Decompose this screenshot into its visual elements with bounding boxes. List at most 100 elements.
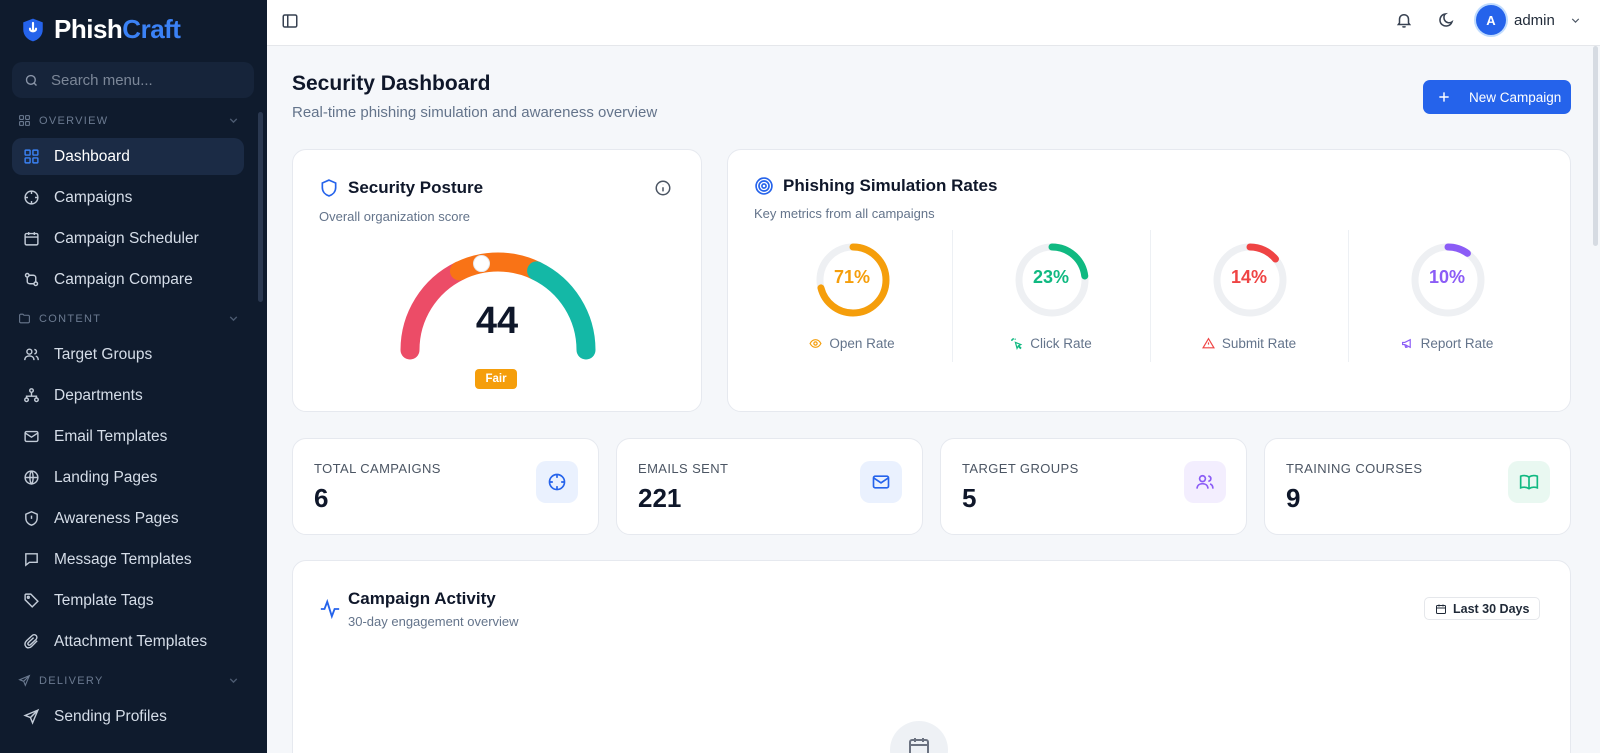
sidebar-item-label: Campaign Scheduler <box>54 229 199 247</box>
phishcraft-logo-icon <box>23 18 43 41</box>
gauge-segment-fair <box>449 252 547 281</box>
sidebar-item-template-tags[interactable]: Template Tags <box>12 582 244 619</box>
mail-icon <box>872 475 890 489</box>
date-range-selector[interactable]: Last 30 Days <box>1424 597 1541 620</box>
sidebar-item-email-templates[interactable]: Email Templates <box>12 418 244 455</box>
ring-progress <box>1015 243 1089 317</box>
topbar: A admin <box>267 0 1600 46</box>
sidebar-item-label: Campaign Compare <box>54 270 193 288</box>
date-range-label: Last 30 Days <box>1453 601 1530 616</box>
sidebar-item-label: Landing Pages <box>54 468 158 486</box>
chevron-down-icon <box>229 316 238 322</box>
stat-value: 221 <box>638 483 682 513</box>
moon-icon[interactable] <box>1437 11 1455 29</box>
report-rate-label-row: Report Rate <box>1348 336 1546 351</box>
sidebar-toggle-icon[interactable] <box>281 12 299 30</box>
new-campaign-button[interactable]: New Campaign <box>1423 80 1571 114</box>
sidebar-item-attachment-templates[interactable]: Attachment Templates <box>12 623 244 660</box>
chevron-down-icon <box>229 678 238 684</box>
crosshair-icon <box>548 473 566 491</box>
security-score: 44 <box>475 300 519 342</box>
mail-icon <box>24 430 39 443</box>
paperclip-icon <box>24 633 38 649</box>
sidebar-item-label: Dashboard <box>54 147 130 165</box>
page-scrollbar[interactable] <box>1593 46 1598 246</box>
section-overview[interactable]: OVERVIEW <box>18 114 240 127</box>
sidebar-scrollbar[interactable] <box>258 112 263 302</box>
click-rate-metric: 23% Click Rate <box>952 242 1150 380</box>
sidebar-item-campaign-compare[interactable]: Campaign Compare <box>12 261 244 298</box>
ring-progress <box>816 243 890 317</box>
section-label: DELIVERY <box>39 674 104 687</box>
sidebar-item-label: Campaigns <box>54 188 133 206</box>
sidebar-item-label: Attachment Templates <box>54 632 208 650</box>
brand[interactable]: PhishCraft <box>20 14 181 45</box>
pointer-click-icon <box>1011 338 1023 350</box>
sidebar-item-label: Message Templates <box>54 550 192 568</box>
sidebar-item-sending-profiles[interactable]: Sending Profiles <box>12 698 244 735</box>
ring-progress <box>1213 243 1287 317</box>
activity-title: Campaign Activity <box>348 589 496 608</box>
user-menu[interactable]: A admin <box>1476 5 1582 35</box>
sidebar-item-label: Email Templates <box>54 427 168 445</box>
new-campaign-label: New Campaign <box>1469 89 1562 105</box>
sidebar-item-dashboard[interactable]: Dashboard <box>12 138 244 175</box>
calendar-icon <box>24 232 39 246</box>
report-rate-ring <box>1411 243 1485 317</box>
gauge-segment-poor <box>400 261 469 360</box>
stat-label: TARGET GROUPS <box>962 461 1079 476</box>
sidebar-search[interactable] <box>12 62 254 98</box>
stat-card-total-campaigns[interactable]: TOTAL CAMPAIGNS 6 <box>292 438 599 535</box>
username: admin <box>1514 11 1555 29</box>
security-posture-card: Security Posture Overall organization sc… <box>292 149 702 412</box>
activity-icon <box>320 598 340 620</box>
ring-progress <box>1411 243 1485 317</box>
sidebar-item-landing-pages[interactable]: Landing Pages <box>12 459 244 496</box>
bell-icon[interactable] <box>1395 11 1413 29</box>
sidebar-item-target-groups[interactable]: Target Groups <box>12 336 244 373</box>
click-rate-ring <box>1015 243 1089 317</box>
sidebar-item-label: Template Tags <box>54 591 154 609</box>
sidebar-item-awareness-pages[interactable]: Awareness Pages <box>12 500 244 537</box>
submit-rate-value: 14% <box>1230 267 1268 287</box>
hierarchy-icon <box>24 388 39 403</box>
globe-icon <box>24 470 39 485</box>
stat-card-training-courses[interactable]: TRAINING COURSES 9 <box>1264 438 1571 535</box>
avatar[interactable]: A <box>1476 5 1506 35</box>
sidebar-item-label: Target Groups <box>54 345 153 363</box>
stat-icon-box <box>860 461 902 503</box>
sidebar-item-campaign-scheduler[interactable]: Campaign Scheduler <box>12 220 244 257</box>
megaphone-icon <box>1401 338 1411 349</box>
gauge-marker <box>473 255 491 273</box>
empty-state-icon-box <box>890 721 948 753</box>
stat-card-emails-sent[interactable]: EMAILS SENT 221 <box>616 438 923 535</box>
divider <box>952 230 953 362</box>
sidebar-item-departments[interactable]: Departments <box>12 377 244 414</box>
crosshair-icon <box>24 190 39 205</box>
book-open-icon <box>1519 474 1539 490</box>
sidebar-item-message-templates[interactable]: Message Templates <box>12 541 244 578</box>
sidebar-item-campaigns[interactable]: Campaigns <box>12 179 244 216</box>
send-icon <box>18 674 31 687</box>
section-delivery[interactable]: DELIVERY <box>18 674 240 687</box>
stat-value: 5 <box>962 483 977 513</box>
alert-triangle-icon <box>1201 337 1215 349</box>
info-icon[interactable] <box>654 179 672 197</box>
brand-name-accent: Craft <box>122 14 181 44</box>
eye-icon <box>809 339 822 348</box>
stat-value: 6 <box>314 483 329 513</box>
sidebar-item-label: Departments <box>54 386 143 404</box>
search-input[interactable] <box>51 71 241 89</box>
section-content[interactable]: CONTENT <box>18 312 240 325</box>
users-icon <box>1196 474 1214 489</box>
rates-subtitle: Key metrics from all campaigns <box>754 206 935 221</box>
section-label: CONTENT <box>39 312 102 325</box>
stat-card-target-groups[interactable]: TARGET GROUPS 5 <box>940 438 1247 535</box>
stat-label: EMAILS SENT <box>638 461 729 476</box>
report-rate-value: 10% <box>1428 267 1466 287</box>
posture-subtitle: Overall organization score <box>319 209 471 224</box>
open-rate-label: Open Rate <box>829 336 895 351</box>
activity-subtitle: 30-day engagement overview <box>348 614 519 629</box>
compare-icon <box>24 272 39 287</box>
stat-label: TOTAL CAMPAIGNS <box>314 461 441 476</box>
